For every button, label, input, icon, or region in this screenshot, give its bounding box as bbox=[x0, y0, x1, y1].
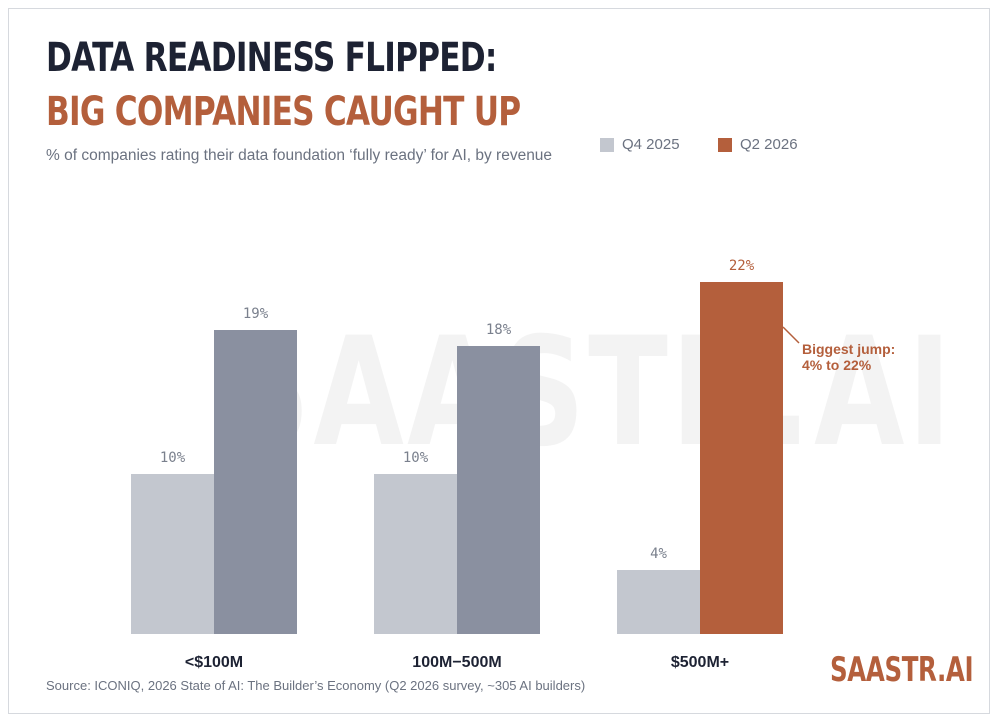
chart-title: DATA READINESS FLIPPED: bbox=[46, 35, 497, 81]
data-label-q4-2025-lt-100m: 10% bbox=[160, 450, 186, 466]
annotation-leader-line bbox=[782, 326, 800, 344]
data-label-q2-2026-100m-500m: 18% bbox=[486, 322, 512, 338]
legend-swatch-q2-2026 bbox=[718, 138, 732, 152]
bar-q4-2025-100m-500m bbox=[374, 474, 457, 634]
chart-subtitle: % of companies rating their data foundat… bbox=[46, 147, 553, 164]
data-label-q4-2025-500m-plus: 4% bbox=[650, 546, 667, 562]
legend-label-q2-2026: Q2 2026 bbox=[740, 136, 798, 153]
legend-swatch-q4-2025 bbox=[600, 138, 614, 152]
x-tick-label-500m-plus: $500M+ bbox=[671, 654, 729, 671]
annotation-text-line-2: 4% to 22% bbox=[802, 357, 872, 373]
bar-q2-2026-100m-500m bbox=[457, 346, 540, 634]
bar-q4-2025-lt-100m bbox=[131, 474, 214, 634]
bar-q4-2025-500m-plus bbox=[617, 570, 700, 634]
data-label-q4-2025-100m-500m: 10% bbox=[403, 450, 429, 466]
bar-q2-2026-lt-100m bbox=[214, 330, 297, 634]
watermark: SAASTR.AI bbox=[226, 318, 954, 468]
data-label-q2-2026-lt-100m: 19% bbox=[243, 306, 269, 322]
data-label-q2-2026-500m-plus: 22% bbox=[729, 258, 755, 274]
chart-title-highlight: BIG COMPANIES CAUGHT UP bbox=[46, 89, 521, 135]
source-note: Source: ICONIQ, 2026 State of AI: The Bu… bbox=[46, 678, 586, 693]
brand-logo: SAASTR.AI bbox=[830, 650, 974, 690]
annotation-text-line-1: Biggest jump: bbox=[802, 341, 895, 357]
legend-label-q4-2025: Q4 2025 bbox=[622, 136, 680, 153]
bar-q2-2026-500m-plus bbox=[700, 282, 783, 634]
x-tick-label-lt-100m: <$100M bbox=[185, 654, 243, 671]
x-tick-label-100m-500m: 100M−500M bbox=[412, 654, 501, 671]
